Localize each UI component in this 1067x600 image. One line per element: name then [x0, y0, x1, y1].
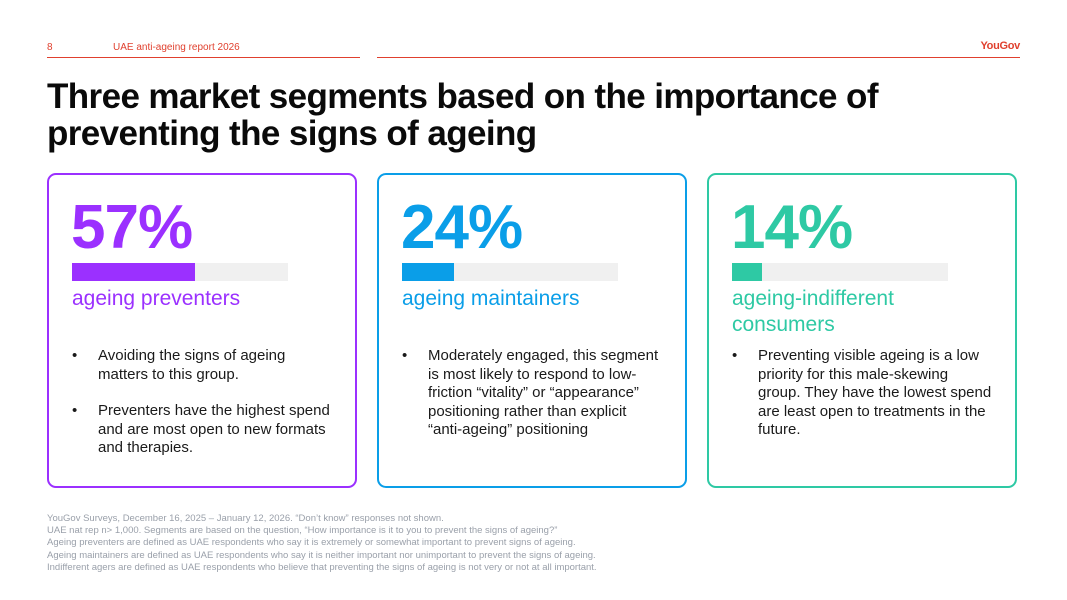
segment-label: ageing preventers — [72, 286, 342, 312]
bullet-dot-icon: • — [732, 347, 738, 364]
bullet-item: • Preventing visible ageing is a low prio… — [732, 347, 994, 440]
segment-label-line1: ageing preventers — [72, 287, 241, 310]
bullet-dot-icon: • — [402, 347, 408, 364]
segment-bar-fill — [402, 263, 454, 281]
bullet-item: • Moderately engaged, this segment is mos… — [402, 347, 664, 440]
segment-percent: 24% — [401, 193, 523, 262]
footnote-line: Ageing maintainers are defined as UAE re… — [47, 549, 596, 561]
segment-card-preventers: 57% ageing preventers • Avoiding the sign… — [47, 173, 357, 488]
segment-bullets: • Avoiding the signs of ageing matters to… — [72, 347, 334, 476]
segment-label: ageing-indifferent consumers — [732, 286, 1002, 338]
slide-title: Three market segments based on the impor… — [47, 78, 1017, 152]
bullet-text: Preventing visible ageing is a low prior… — [758, 347, 992, 439]
footnote-line: YouGov Surveys, December 16, 2025 – Janu… — [47, 513, 444, 524]
slide-title-line2: preventing the signs of ageing — [47, 114, 537, 153]
slide-title-line1: Three market segments based on the impor… — [47, 77, 878, 116]
yougov-logo: YouGov — [980, 40, 1020, 52]
header-divider-left — [47, 57, 360, 58]
segment-card-indifferent: 14% ageing-indifferent consumers • Preven… — [707, 173, 1017, 488]
page-header: 8 UAE anti-ageing report 2026 YouGov — [47, 40, 1020, 58]
segment-card-maintainers: 24% ageing maintainers • Moderately engag… — [377, 173, 687, 488]
bullet-text: Preventers have the highest spend and ar… — [98, 402, 330, 457]
segment-bullets: • Moderately engaged, this segment is mos… — [402, 347, 664, 458]
segment-label-line2: consumers — [732, 313, 835, 336]
bullet-text: Moderately engaged, this segment is most… — [428, 347, 659, 439]
segment-bar-track — [72, 263, 288, 281]
footnote-line: Ageing preventers are defined as UAE res… — [47, 537, 576, 549]
segment-label-line1: ageing-indifferent — [732, 287, 894, 310]
bullet-dot-icon: • — [72, 402, 78, 420]
header-divider-right — [377, 57, 1020, 58]
footnote-line: Indifferent agers are defined as UAE res… — [47, 561, 597, 573]
bullet-dot-icon: • — [72, 347, 78, 364]
footnote-line: UAE nat rep n> 1,000. Segments are based… — [47, 525, 558, 537]
footnotes: YouGov Surveys, December 16, 2025 – Janu… — [47, 513, 947, 574]
segment-bar-fill — [732, 263, 763, 281]
segment-bar-track — [402, 263, 618, 281]
segment-bar-track — [732, 263, 948, 281]
segment-percent: 14% — [731, 193, 853, 262]
page-number: 8 — [47, 42, 53, 53]
bullet-text: Avoiding the signs of ageing matters to … — [98, 347, 286, 383]
segment-label: ageing maintainers — [402, 286, 672, 312]
segment-label-line1: ageing maintainers — [402, 287, 580, 310]
segment-percent: 57% — [71, 193, 193, 262]
segment-bullets: • Preventing visible ageing is a low prio… — [732, 347, 994, 458]
bullet-item: • Avoiding the signs of ageing matters to… — [72, 347, 334, 384]
report-title: UAE anti-ageing report 2026 — [113, 42, 240, 53]
bullet-item: • Preventers have the highest spend and a… — [72, 402, 334, 458]
segment-bar-fill — [72, 263, 196, 281]
